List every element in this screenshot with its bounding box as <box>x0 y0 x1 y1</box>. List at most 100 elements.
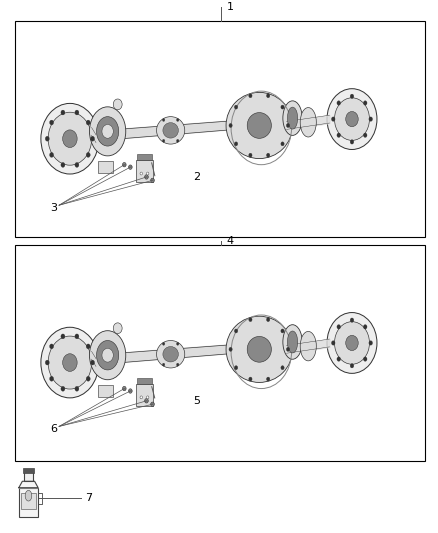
Bar <box>15 245 425 461</box>
Ellipse shape <box>234 105 238 109</box>
Bar <box>99 161 113 173</box>
Ellipse shape <box>75 386 79 391</box>
Ellipse shape <box>346 335 358 351</box>
Ellipse shape <box>267 377 270 381</box>
Ellipse shape <box>146 172 149 175</box>
Text: 1: 1 <box>227 2 234 12</box>
Ellipse shape <box>48 336 92 389</box>
Ellipse shape <box>61 334 65 339</box>
Text: 2: 2 <box>193 172 200 182</box>
Ellipse shape <box>369 341 373 345</box>
Ellipse shape <box>249 318 252 321</box>
Ellipse shape <box>337 133 340 138</box>
Ellipse shape <box>332 341 335 345</box>
Ellipse shape <box>102 125 113 138</box>
Ellipse shape <box>96 117 119 146</box>
Bar <box>19 488 38 517</box>
Ellipse shape <box>337 357 340 361</box>
Ellipse shape <box>335 98 370 140</box>
Ellipse shape <box>350 364 354 368</box>
Text: 6: 6 <box>50 424 57 434</box>
Ellipse shape <box>364 357 367 361</box>
Ellipse shape <box>86 152 90 157</box>
Ellipse shape <box>49 120 53 125</box>
Ellipse shape <box>267 153 270 157</box>
Ellipse shape <box>102 349 113 362</box>
Ellipse shape <box>177 118 179 122</box>
Ellipse shape <box>364 101 367 105</box>
Ellipse shape <box>229 124 232 127</box>
Ellipse shape <box>128 389 132 393</box>
Ellipse shape <box>75 334 79 339</box>
Ellipse shape <box>123 163 126 167</box>
Ellipse shape <box>249 153 252 157</box>
Ellipse shape <box>229 348 232 351</box>
Ellipse shape <box>162 363 165 366</box>
Ellipse shape <box>287 331 298 353</box>
Ellipse shape <box>63 130 77 148</box>
Ellipse shape <box>45 360 49 365</box>
Ellipse shape <box>337 325 340 329</box>
Ellipse shape <box>287 107 298 129</box>
Ellipse shape <box>128 165 132 169</box>
Bar <box>15 21 425 237</box>
Ellipse shape <box>61 163 65 167</box>
Bar <box>137 378 152 384</box>
Ellipse shape <box>249 377 252 381</box>
Polygon shape <box>19 481 38 488</box>
Ellipse shape <box>86 376 90 381</box>
Ellipse shape <box>286 348 290 351</box>
Ellipse shape <box>281 366 284 370</box>
Ellipse shape <box>281 142 284 146</box>
Ellipse shape <box>226 316 293 383</box>
Ellipse shape <box>234 329 238 333</box>
Ellipse shape <box>283 325 302 359</box>
Ellipse shape <box>337 101 340 105</box>
Ellipse shape <box>332 117 335 122</box>
Ellipse shape <box>25 490 32 501</box>
Ellipse shape <box>286 124 290 127</box>
Ellipse shape <box>86 344 90 349</box>
Ellipse shape <box>300 332 316 361</box>
Bar <box>137 154 152 160</box>
Ellipse shape <box>350 94 354 99</box>
Ellipse shape <box>177 139 179 142</box>
Ellipse shape <box>49 344 53 349</box>
Ellipse shape <box>140 396 142 399</box>
Ellipse shape <box>156 341 185 368</box>
Text: 4: 4 <box>227 236 234 246</box>
Ellipse shape <box>247 112 272 139</box>
Ellipse shape <box>177 342 179 345</box>
Ellipse shape <box>234 366 238 370</box>
Ellipse shape <box>163 123 178 138</box>
Ellipse shape <box>49 152 53 157</box>
Ellipse shape <box>140 172 142 175</box>
Ellipse shape <box>145 399 148 403</box>
Ellipse shape <box>327 88 377 149</box>
Ellipse shape <box>162 139 165 142</box>
Ellipse shape <box>75 110 79 115</box>
Bar <box>99 385 113 397</box>
Bar <box>23 468 34 473</box>
Ellipse shape <box>113 99 122 110</box>
Ellipse shape <box>364 133 367 138</box>
Bar <box>24 472 33 481</box>
Ellipse shape <box>63 354 77 372</box>
Ellipse shape <box>369 117 373 122</box>
Ellipse shape <box>151 402 154 407</box>
Ellipse shape <box>281 329 284 333</box>
Ellipse shape <box>146 396 149 399</box>
Ellipse shape <box>163 346 178 362</box>
Ellipse shape <box>247 336 272 362</box>
Text: 3: 3 <box>50 203 57 213</box>
Ellipse shape <box>234 142 238 146</box>
Polygon shape <box>98 343 259 365</box>
Ellipse shape <box>45 136 49 141</box>
Ellipse shape <box>300 108 316 137</box>
Ellipse shape <box>41 327 99 398</box>
Ellipse shape <box>113 323 122 334</box>
Ellipse shape <box>283 101 302 135</box>
Ellipse shape <box>162 118 165 122</box>
Ellipse shape <box>364 325 367 329</box>
Ellipse shape <box>327 312 377 373</box>
